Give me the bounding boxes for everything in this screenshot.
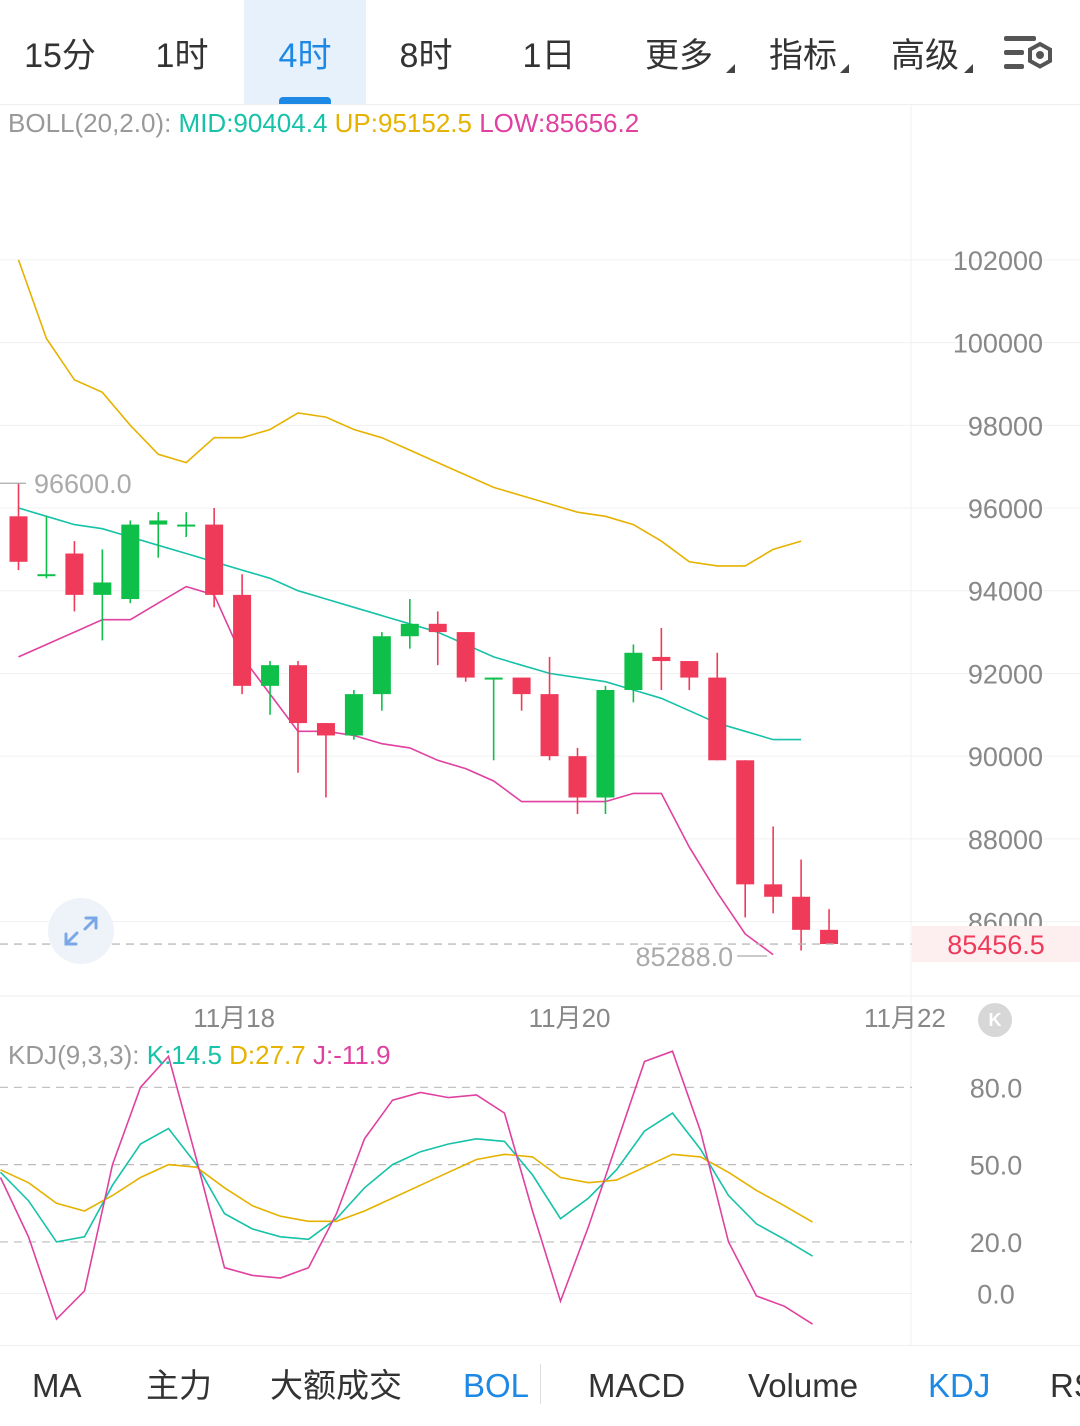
tab-8h[interactable]: 8时 [366, 0, 486, 104]
tab-label: 1日 [522, 37, 576, 75]
boll-label: BOLL(20,2.0): [8, 108, 172, 138]
candle-body [512, 677, 531, 695]
dropdown-arrow-icon [840, 64, 849, 73]
y-axis-label: 98000 [968, 411, 1043, 441]
candle-body [680, 661, 699, 678]
candle-body [456, 632, 475, 678]
candle-body [736, 760, 755, 885]
fullscreen-expand-icon[interactable] [48, 898, 114, 964]
kdj-j-line [0, 1050, 813, 1325]
x-axis-label: 11月20 [529, 1003, 611, 1033]
candle-body [344, 694, 363, 736]
candle-body [484, 677, 503, 680]
boll-up-line [17, 259, 802, 567]
interval-tabs: 15分 1时 4时 8时 1日 更多 指标 高级 [0, 0, 1080, 105]
candle-body [764, 884, 783, 897]
candle-body [624, 652, 643, 690]
tab-label: 1时 [155, 37, 209, 75]
kdj-y-axis-label: 20.0 [970, 1228, 1023, 1258]
candle-body [792, 896, 811, 930]
y-axis-label: 90000 [968, 742, 1043, 772]
indicator-tab-kdj[interactable]: KDJ [928, 1367, 991, 1404]
kline-chart[interactable]: 8600088000900009200094000960009800010000… [0, 0, 1080, 1345]
candle-body [65, 553, 84, 595]
dropdown-arrow-icon [726, 64, 735, 73]
indicator-tab-macd[interactable]: MACD [588, 1367, 686, 1404]
kdj-k-line [0, 1112, 813, 1257]
y-axis-label: 88000 [968, 825, 1043, 855]
indicator-tab-main-force[interactable]: 主力 [146, 1367, 212, 1404]
tab-label: 15分 [24, 37, 96, 75]
candle-body [652, 656, 671, 662]
tab-label: 指标 [769, 37, 837, 75]
scroll-to-latest-icon[interactable]: K [978, 1003, 1012, 1037]
candle-body [428, 623, 447, 633]
boll-low-value: LOW:85656.2 [479, 108, 640, 138]
tab-4h[interactable]: 4时 [244, 0, 366, 104]
x-axis-label: 11月22 [864, 1003, 946, 1033]
tab-15min[interactable]: 15分 [0, 0, 120, 104]
tab-divider [540, 1364, 541, 1404]
y-axis-label: 96000 [968, 494, 1043, 524]
candle-body [596, 689, 615, 798]
y-axis-label: 102000 [953, 246, 1043, 276]
candle-body [820, 929, 839, 945]
low-marker-label: 85288.0 [636, 942, 734, 972]
indicator-tabs: MA 主力 大额成交 BOL MACD Volume KDJ RSI [0, 1345, 1080, 1418]
candle-body [9, 516, 28, 562]
kdj-y-axis-label: 80.0 [970, 1073, 1023, 1103]
candle-body [400, 623, 419, 637]
tab-1d[interactable]: 1日 [488, 0, 610, 104]
candle-body [149, 520, 168, 525]
indicator-tab-rsi[interactable]: RSI [1050, 1367, 1080, 1404]
current-price-label: 85456.5 [947, 930, 1045, 960]
kdj-y-axis-label: 0.0 [977, 1279, 1015, 1309]
boll-legend: BOLL(20,2.0): MID:90404.4 UP:95152.5 LOW… [8, 108, 639, 139]
tab-label: 4时 [278, 37, 332, 75]
candle-body [289, 665, 307, 724]
y-axis-label: 100000 [953, 329, 1043, 359]
kdj-y-axis-label: 50.0 [970, 1151, 1023, 1181]
candle-body [121, 524, 140, 600]
x-axis-label: 11月18 [193, 1003, 275, 1033]
candle-body [233, 594, 252, 686]
candle-body [708, 677, 727, 761]
tab-1h[interactable]: 1时 [122, 0, 242, 104]
candle-body [93, 582, 112, 595]
tab-more[interactable]: 更多 [624, 0, 735, 104]
boll-up-value: UP:95152.5 [334, 108, 472, 138]
candle-body [177, 524, 196, 527]
y-axis-label: 92000 [968, 659, 1043, 689]
candle-body [540, 694, 559, 757]
chart-settings-icon[interactable] [1000, 32, 1058, 78]
candle-body [316, 723, 335, 736]
high-marker-label: 96600.0 [34, 469, 132, 499]
y-axis-label: 94000 [968, 577, 1043, 607]
tab-advanced[interactable]: 高级 [870, 0, 980, 104]
indicator-tab-large-trades[interactable]: 大额成交 [270, 1367, 402, 1404]
indicator-tab-ma[interactable]: MA [32, 1367, 82, 1404]
kdj-k-value: K:14.5 [146, 1040, 222, 1070]
tab-label: 高级 [891, 37, 959, 75]
tab-label: 8时 [399, 37, 453, 75]
candle-body [205, 524, 224, 595]
current-price-tag [912, 926, 1080, 963]
candle-body [261, 665, 280, 686]
kdj-j-value: J:-11.9 [312, 1040, 391, 1070]
tab-label: 更多 [645, 37, 713, 75]
kdj-label: KDJ(9,3,3): [8, 1040, 140, 1070]
kdj-d-line [0, 1153, 813, 1223]
candle-body [372, 636, 391, 695]
kdj-d-value: D:27.7 [229, 1040, 306, 1070]
boll-low-line [18, 585, 774, 956]
kdj-legend: KDJ(9,3,3): K:14.5 D:27.7 J:-11.9 [8, 1040, 391, 1071]
indicator-tab-boll[interactable]: BOL [463, 1367, 530, 1404]
dropdown-arrow-icon [964, 64, 973, 73]
tab-indicators[interactable]: 指标 [748, 0, 858, 104]
candle-body [568, 756, 587, 798]
indicator-tab-volume[interactable]: Volume [748, 1367, 859, 1404]
candle-body [37, 574, 56, 577]
boll-mid-value: MID:90404.4 [178, 108, 328, 138]
